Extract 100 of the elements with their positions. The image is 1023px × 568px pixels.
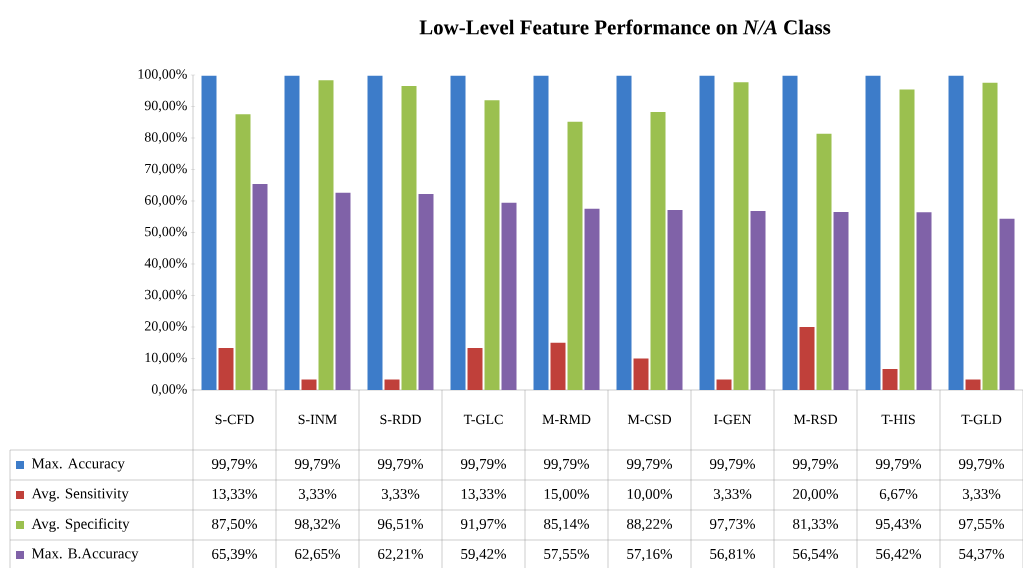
- x-tick-label: T-GLD: [961, 414, 1002, 425]
- bar: [567, 121, 583, 390]
- data-label: 59,42%: [461, 548, 507, 562]
- bar: [616, 75, 632, 390]
- data-label: 65,39%: [212, 548, 258, 562]
- bar: [899, 89, 915, 390]
- bar: [533, 75, 549, 390]
- bar: [948, 75, 964, 390]
- data-label: 99,79%: [211, 458, 258, 472]
- data-label: 85,14%: [544, 518, 590, 532]
- x-tick-label: M-RMD: [542, 414, 591, 424]
- legend-label: Max. Accuracy: [31, 458, 125, 472]
- data-label: 13,33%: [461, 488, 507, 502]
- x-tick-label: I-GEN: [714, 414, 752, 425]
- y-tick-label: 50,00%: [145, 226, 187, 239]
- x-tick-label: S-CFD: [215, 414, 254, 425]
- data-label: 3,33%: [381, 488, 420, 502]
- bar: [633, 358, 649, 390]
- y-tick-label: 10,00%: [145, 352, 187, 365]
- data-label: 98,32%: [294, 518, 341, 532]
- bar: [418, 194, 434, 390]
- data-label: 99,79%: [460, 458, 507, 472]
- x-tick-label: M-CSD: [627, 414, 672, 425]
- chart-title: Low-Level Feature Performance on N/A Class: [419, 19, 831, 35]
- data-label: 99,79%: [543, 458, 590, 472]
- data-label: 56,42%: [876, 548, 922, 562]
- legend-label: Max. B.Accuracy: [31, 548, 139, 562]
- data-label: 56,81%: [710, 548, 756, 562]
- bar: [367, 75, 383, 390]
- y-tick-label: 90,00%: [144, 100, 187, 113]
- y-tick-label: 100,00%: [138, 69, 187, 81]
- data-label: 99,79%: [294, 458, 341, 472]
- data-label: 56,54%: [793, 548, 839, 562]
- bar: [865, 75, 881, 390]
- bar: [252, 184, 268, 390]
- data-label: 99,79%: [709, 458, 756, 472]
- bar: [467, 348, 483, 390]
- data-label: 3,33%: [298, 488, 337, 502]
- bar: [201, 75, 217, 390]
- y-tick-label: 20,00%: [144, 321, 187, 333]
- data-label: 3,33%: [962, 488, 1001, 502]
- data-label: 97,73%: [709, 518, 756, 532]
- bar: [816, 133, 832, 390]
- bar: [584, 208, 600, 390]
- y-tick-label: 80,00%: [144, 132, 187, 144]
- x-tick-label: M-RSD: [793, 414, 838, 425]
- data-label: 87,50%: [212, 518, 258, 532]
- data-label: 6,67%: [879, 488, 918, 502]
- bar: [833, 211, 849, 390]
- data-label: 99,79%: [875, 458, 922, 472]
- data-label: 57,55%: [544, 548, 590, 562]
- data-label: 96,51%: [377, 518, 424, 532]
- data-label: 3,33%: [713, 488, 752, 502]
- bar: [550, 342, 566, 390]
- bar: [982, 82, 998, 390]
- bar: [999, 218, 1015, 390]
- bar: [750, 211, 766, 390]
- data-label: 97,55%: [958, 518, 1005, 532]
- bar: [716, 379, 732, 390]
- bar: [699, 75, 715, 390]
- data-label: 13,33%: [212, 488, 258, 502]
- bar: [782, 75, 798, 390]
- x-tick-label: T-HIS: [881, 414, 915, 425]
- data-label: 99,79%: [377, 458, 424, 472]
- y-tick-label: 70,00%: [145, 163, 187, 176]
- data-label: 81,33%: [793, 518, 839, 532]
- data-label: 99,79%: [792, 458, 839, 472]
- bar: [301, 379, 317, 390]
- data-label: 10,00%: [627, 488, 673, 502]
- bar: [733, 82, 749, 390]
- data-label: 57,16%: [627, 548, 673, 562]
- data-label: 91,97%: [460, 518, 507, 532]
- bar: [965, 379, 981, 390]
- bar: [882, 368, 898, 390]
- bar: [235, 114, 251, 390]
- x-tick-label: S-INM: [298, 414, 337, 425]
- y-tick-label: 30,00%: [145, 289, 187, 302]
- bar: [650, 112, 666, 390]
- data-label: 99,79%: [626, 458, 673, 472]
- y-tick-label: 0,00%: [151, 384, 187, 396]
- bar: [916, 212, 932, 390]
- data-label: 62,21%: [378, 548, 424, 562]
- data-label: 15,00%: [544, 488, 590, 502]
- bar: [501, 202, 517, 390]
- bar: [335, 192, 351, 390]
- y-tick-label: 40,00%: [144, 258, 187, 270]
- data-label: 54,37%: [959, 548, 1005, 562]
- bar: [401, 85, 417, 390]
- bar: [318, 80, 334, 390]
- x-tick-label: S-RDD: [380, 414, 421, 425]
- bar: [218, 348, 234, 390]
- data-label: 95,43%: [875, 518, 922, 532]
- bar: [799, 327, 815, 390]
- data-label: 88,22%: [627, 518, 673, 532]
- bar: [284, 75, 300, 390]
- bar: [484, 100, 500, 390]
- bar: [450, 75, 466, 390]
- legend-label: Avg. Specificity: [31, 518, 130, 532]
- legend-label: Avg. Sensitivity: [31, 488, 129, 502]
- x-tick-label: T-GLC: [463, 414, 503, 425]
